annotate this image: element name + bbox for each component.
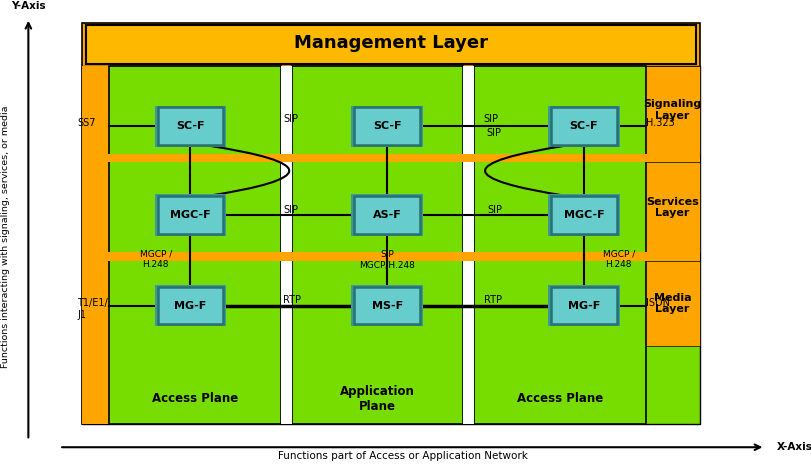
Text: Media
Layer: Media Layer (653, 292, 691, 314)
FancyBboxPatch shape (82, 66, 109, 424)
FancyBboxPatch shape (281, 66, 291, 424)
FancyBboxPatch shape (551, 108, 616, 146)
Text: SIP: SIP (283, 115, 298, 124)
Text: SIP: SIP (487, 205, 502, 214)
Text: RTP: RTP (483, 294, 501, 305)
Text: Y-Axis: Y-Axis (11, 1, 45, 11)
FancyBboxPatch shape (645, 66, 699, 154)
Text: X-Axis: X-Axis (776, 442, 811, 452)
FancyBboxPatch shape (474, 66, 645, 424)
Text: SC-F: SC-F (569, 121, 598, 132)
FancyBboxPatch shape (82, 22, 699, 424)
Text: Functions interacting with signaling, services, or media: Functions interacting with signaling, se… (1, 106, 10, 368)
FancyBboxPatch shape (82, 252, 699, 261)
Text: SC-F: SC-F (176, 121, 204, 132)
FancyBboxPatch shape (157, 196, 223, 234)
Text: Services
Layer: Services Layer (646, 197, 698, 218)
FancyBboxPatch shape (547, 285, 619, 326)
Text: H.323: H.323 (646, 118, 675, 128)
Text: T1/E1/
J1: T1/E1/ J1 (77, 298, 108, 320)
FancyBboxPatch shape (154, 194, 226, 236)
Text: RTP: RTP (283, 294, 301, 305)
FancyBboxPatch shape (82, 154, 699, 162)
FancyBboxPatch shape (154, 285, 226, 326)
FancyBboxPatch shape (463, 66, 474, 424)
Text: SIP: SIP (483, 115, 498, 124)
FancyBboxPatch shape (157, 286, 223, 324)
FancyBboxPatch shape (354, 196, 419, 234)
Text: SIP
MGCP/H.248: SIP MGCP/H.248 (358, 249, 414, 269)
Text: SIP: SIP (486, 128, 500, 138)
Text: Application
Plane: Application Plane (340, 385, 414, 413)
Text: SIP: SIP (283, 205, 298, 214)
Text: ISDN: ISDN (646, 298, 670, 308)
Text: SC-F: SC-F (372, 121, 401, 132)
Text: MG-F: MG-F (567, 300, 599, 310)
FancyBboxPatch shape (109, 66, 281, 424)
FancyBboxPatch shape (154, 106, 226, 147)
Text: SS7: SS7 (77, 118, 96, 128)
FancyBboxPatch shape (547, 106, 619, 147)
FancyBboxPatch shape (354, 108, 419, 146)
Text: MGC-F: MGC-F (563, 210, 603, 220)
Text: Functions part of Access or Application Network: Functions part of Access or Application … (277, 451, 527, 461)
Text: MGC-F: MGC-F (169, 210, 211, 220)
FancyBboxPatch shape (645, 162, 699, 252)
Text: Signaling
Layer: Signaling Layer (643, 100, 701, 121)
FancyBboxPatch shape (351, 285, 423, 326)
FancyBboxPatch shape (354, 286, 419, 324)
FancyBboxPatch shape (351, 106, 423, 147)
Text: MS-F: MS-F (371, 300, 402, 310)
Text: MG-F: MG-F (174, 300, 206, 310)
Text: MGCP /
H.248: MGCP / H.248 (139, 249, 172, 269)
FancyBboxPatch shape (351, 194, 423, 236)
Text: Access Plane: Access Plane (516, 392, 603, 405)
FancyBboxPatch shape (291, 66, 463, 424)
FancyBboxPatch shape (645, 261, 699, 346)
FancyBboxPatch shape (82, 154, 699, 162)
FancyBboxPatch shape (551, 286, 616, 324)
Text: AS-F: AS-F (372, 210, 401, 220)
FancyBboxPatch shape (82, 66, 699, 424)
FancyBboxPatch shape (551, 196, 616, 234)
FancyBboxPatch shape (547, 194, 619, 236)
FancyBboxPatch shape (82, 252, 699, 261)
Text: Access Plane: Access Plane (152, 392, 238, 405)
FancyBboxPatch shape (157, 108, 223, 146)
Text: Management Layer: Management Layer (294, 34, 487, 52)
Text: MGCP /
H.248: MGCP / H.248 (602, 249, 634, 269)
FancyBboxPatch shape (86, 25, 695, 64)
